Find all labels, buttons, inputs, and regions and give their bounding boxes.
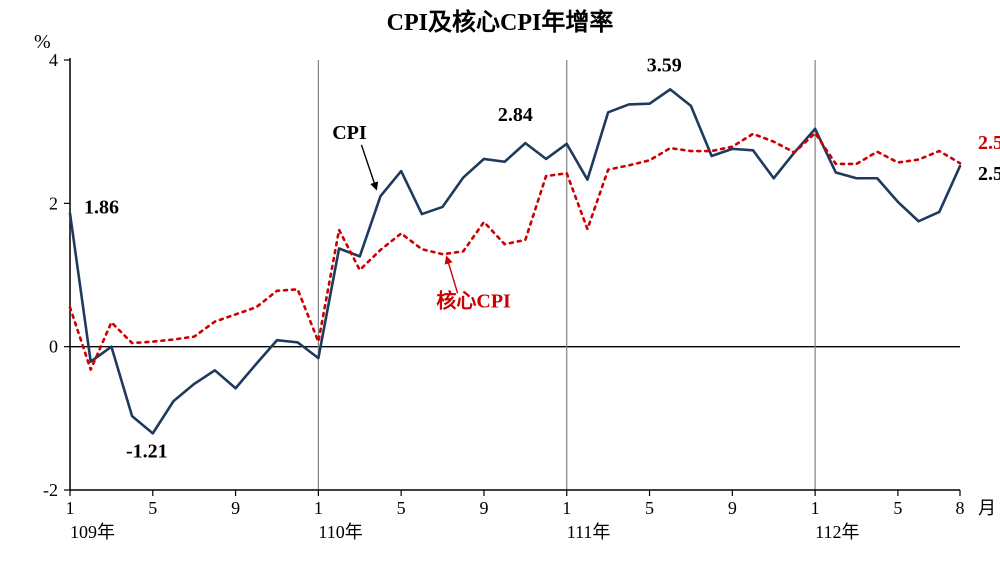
x-tick-label: 9 [728,498,737,518]
value-annotation: 2.84 [498,104,533,126]
value-annotation: 2.52 [978,163,1000,185]
line-chart: CPI及核心CPI年增率%-2024159159159158月109年110年1… [0,0,1000,582]
x-tick-label: 5 [148,498,157,518]
value-annotation: 2.56 [978,132,1000,154]
y-tick-label: -2 [43,480,58,500]
x-tick-label: 5 [893,498,902,518]
x-tick-label: 1 [66,498,75,518]
y-tick-label: 0 [49,337,58,357]
y-tick-label: 4 [49,50,58,70]
x-tick-label: 1 [562,498,571,518]
value-annotation: 1.86 [84,196,119,218]
x-tick-label: 9 [231,498,240,518]
series-label-cpi: CPI [332,122,367,144]
x-year-label: 112年 [815,522,859,542]
chart-container: CPI及核心CPI年增率%-2024159159159158月109年110年1… [0,0,1000,582]
x-tick-label: 1 [314,498,323,518]
x-tick-label: 9 [479,498,488,518]
x-year-label: 111年 [567,522,611,542]
value-annotation: -1.21 [126,440,168,462]
x-year-label: 110年 [318,522,362,542]
value-annotation: 3.59 [647,54,682,76]
chart-title: CPI及核心CPI年增率 [387,8,614,36]
x-axis-month-label: 月 [978,498,996,518]
x-tick-label: 5 [397,498,406,518]
x-tick-label: 8 [956,498,965,518]
x-year-label: 109年 [70,522,115,542]
x-tick-label: 1 [811,498,820,518]
y-tick-label: 2 [49,193,58,213]
series-label-corecpi: 核心CPI [436,288,511,312]
x-tick-label: 5 [645,498,654,518]
